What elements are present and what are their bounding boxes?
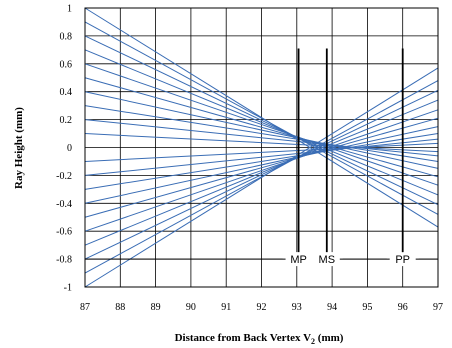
y-tick-label-0.6: 0.6: [60, 59, 73, 70]
y-tick-label--0.2: -0.2: [56, 171, 72, 182]
ray-line-13: [84, 133, 439, 190]
x-axis-title-subscript: 2: [311, 337, 315, 346]
plot-frame: [84, 7, 439, 288]
marker-label-bg-pp: [386, 252, 419, 267]
y-tick-label-0.8: 0.8: [60, 31, 73, 42]
ray-line-18: [84, 89, 439, 260]
ray-line-17: [84, 99, 439, 246]
ray-line-19: [84, 80, 439, 274]
ray-line-20: [84, 67, 439, 288]
y-axis-title: Ray Height (mm): [13, 107, 25, 189]
x-tick-label-95: 95: [362, 302, 372, 313]
marker-label-mp: MP: [290, 254, 307, 266]
x-tick-label-90: 90: [186, 302, 196, 313]
ray-line-1: [84, 7, 439, 228]
y-tick-label--0.6: -0.6: [56, 227, 72, 238]
x-tick-label-88: 88: [115, 302, 125, 313]
y-tick-label-0.4: 0.4: [60, 87, 73, 98]
ray-line-10: [84, 133, 439, 153]
principal-plane-markers: MP MS PP: [85, 48, 438, 267]
x-tick-labels: 87 88 89 90 91 92 93 94 95 96 97: [80, 302, 443, 313]
x-tick-label-94: 94: [327, 302, 337, 313]
x-tick-label-93: 93: [292, 302, 302, 313]
x-tick-label-92: 92: [257, 302, 267, 313]
x-tick-label-96: 96: [398, 302, 408, 313]
ray-line-14: [84, 126, 439, 204]
ray-line-8: [84, 105, 439, 162]
y-tick-labels: 1 0.8 0.6 0.4 0.2 0 -0.2 -0.4 -0.6 -0.8 -1: [56, 4, 72, 294]
marker-label-bg-mp: [282, 252, 315, 267]
ray-line-9: [84, 119, 439, 157]
x-axis-title-suffix: (mm): [315, 332, 344, 344]
marker-label-ms: MS: [319, 254, 336, 266]
ray-line-15: [84, 117, 439, 218]
y-tick-label--0.8: -0.8: [56, 255, 72, 266]
ray-line-2: [84, 21, 439, 215]
ray-line-11: [84, 142, 439, 162]
y-tick-label-0: 0: [67, 143, 72, 154]
marker-label-pp: PP: [395, 254, 410, 266]
y-tick-label-1: 1: [67, 4, 72, 15]
ray-line-6: [84, 77, 439, 178]
marker-label-bg-ms: [310, 252, 343, 267]
y-tick-label-0.2: 0.2: [60, 115, 73, 126]
y-tick-label--0.4: -0.4: [56, 199, 72, 210]
ray-line-12: [84, 138, 439, 176]
ray-line-5: [84, 63, 439, 186]
ray-line-3: [84, 35, 439, 206]
x-tick-label-89: 89: [151, 302, 161, 313]
x-axis-title: Distance from Back Vertex V2 (mm): [175, 332, 344, 346]
ray-line-16: [84, 109, 439, 232]
y-tick-label--1: -1: [64, 283, 72, 294]
x-tick-label-87: 87: [80, 302, 90, 313]
x-axis-title-main: Distance from Back Vertex V: [175, 332, 312, 344]
ray-line-7: [84, 91, 439, 169]
x-tick-label-91: 91: [221, 302, 231, 313]
ray-line-4: [84, 49, 439, 196]
x-tick-label-97: 97: [433, 302, 443, 313]
ray-lines: [84, 7, 439, 288]
